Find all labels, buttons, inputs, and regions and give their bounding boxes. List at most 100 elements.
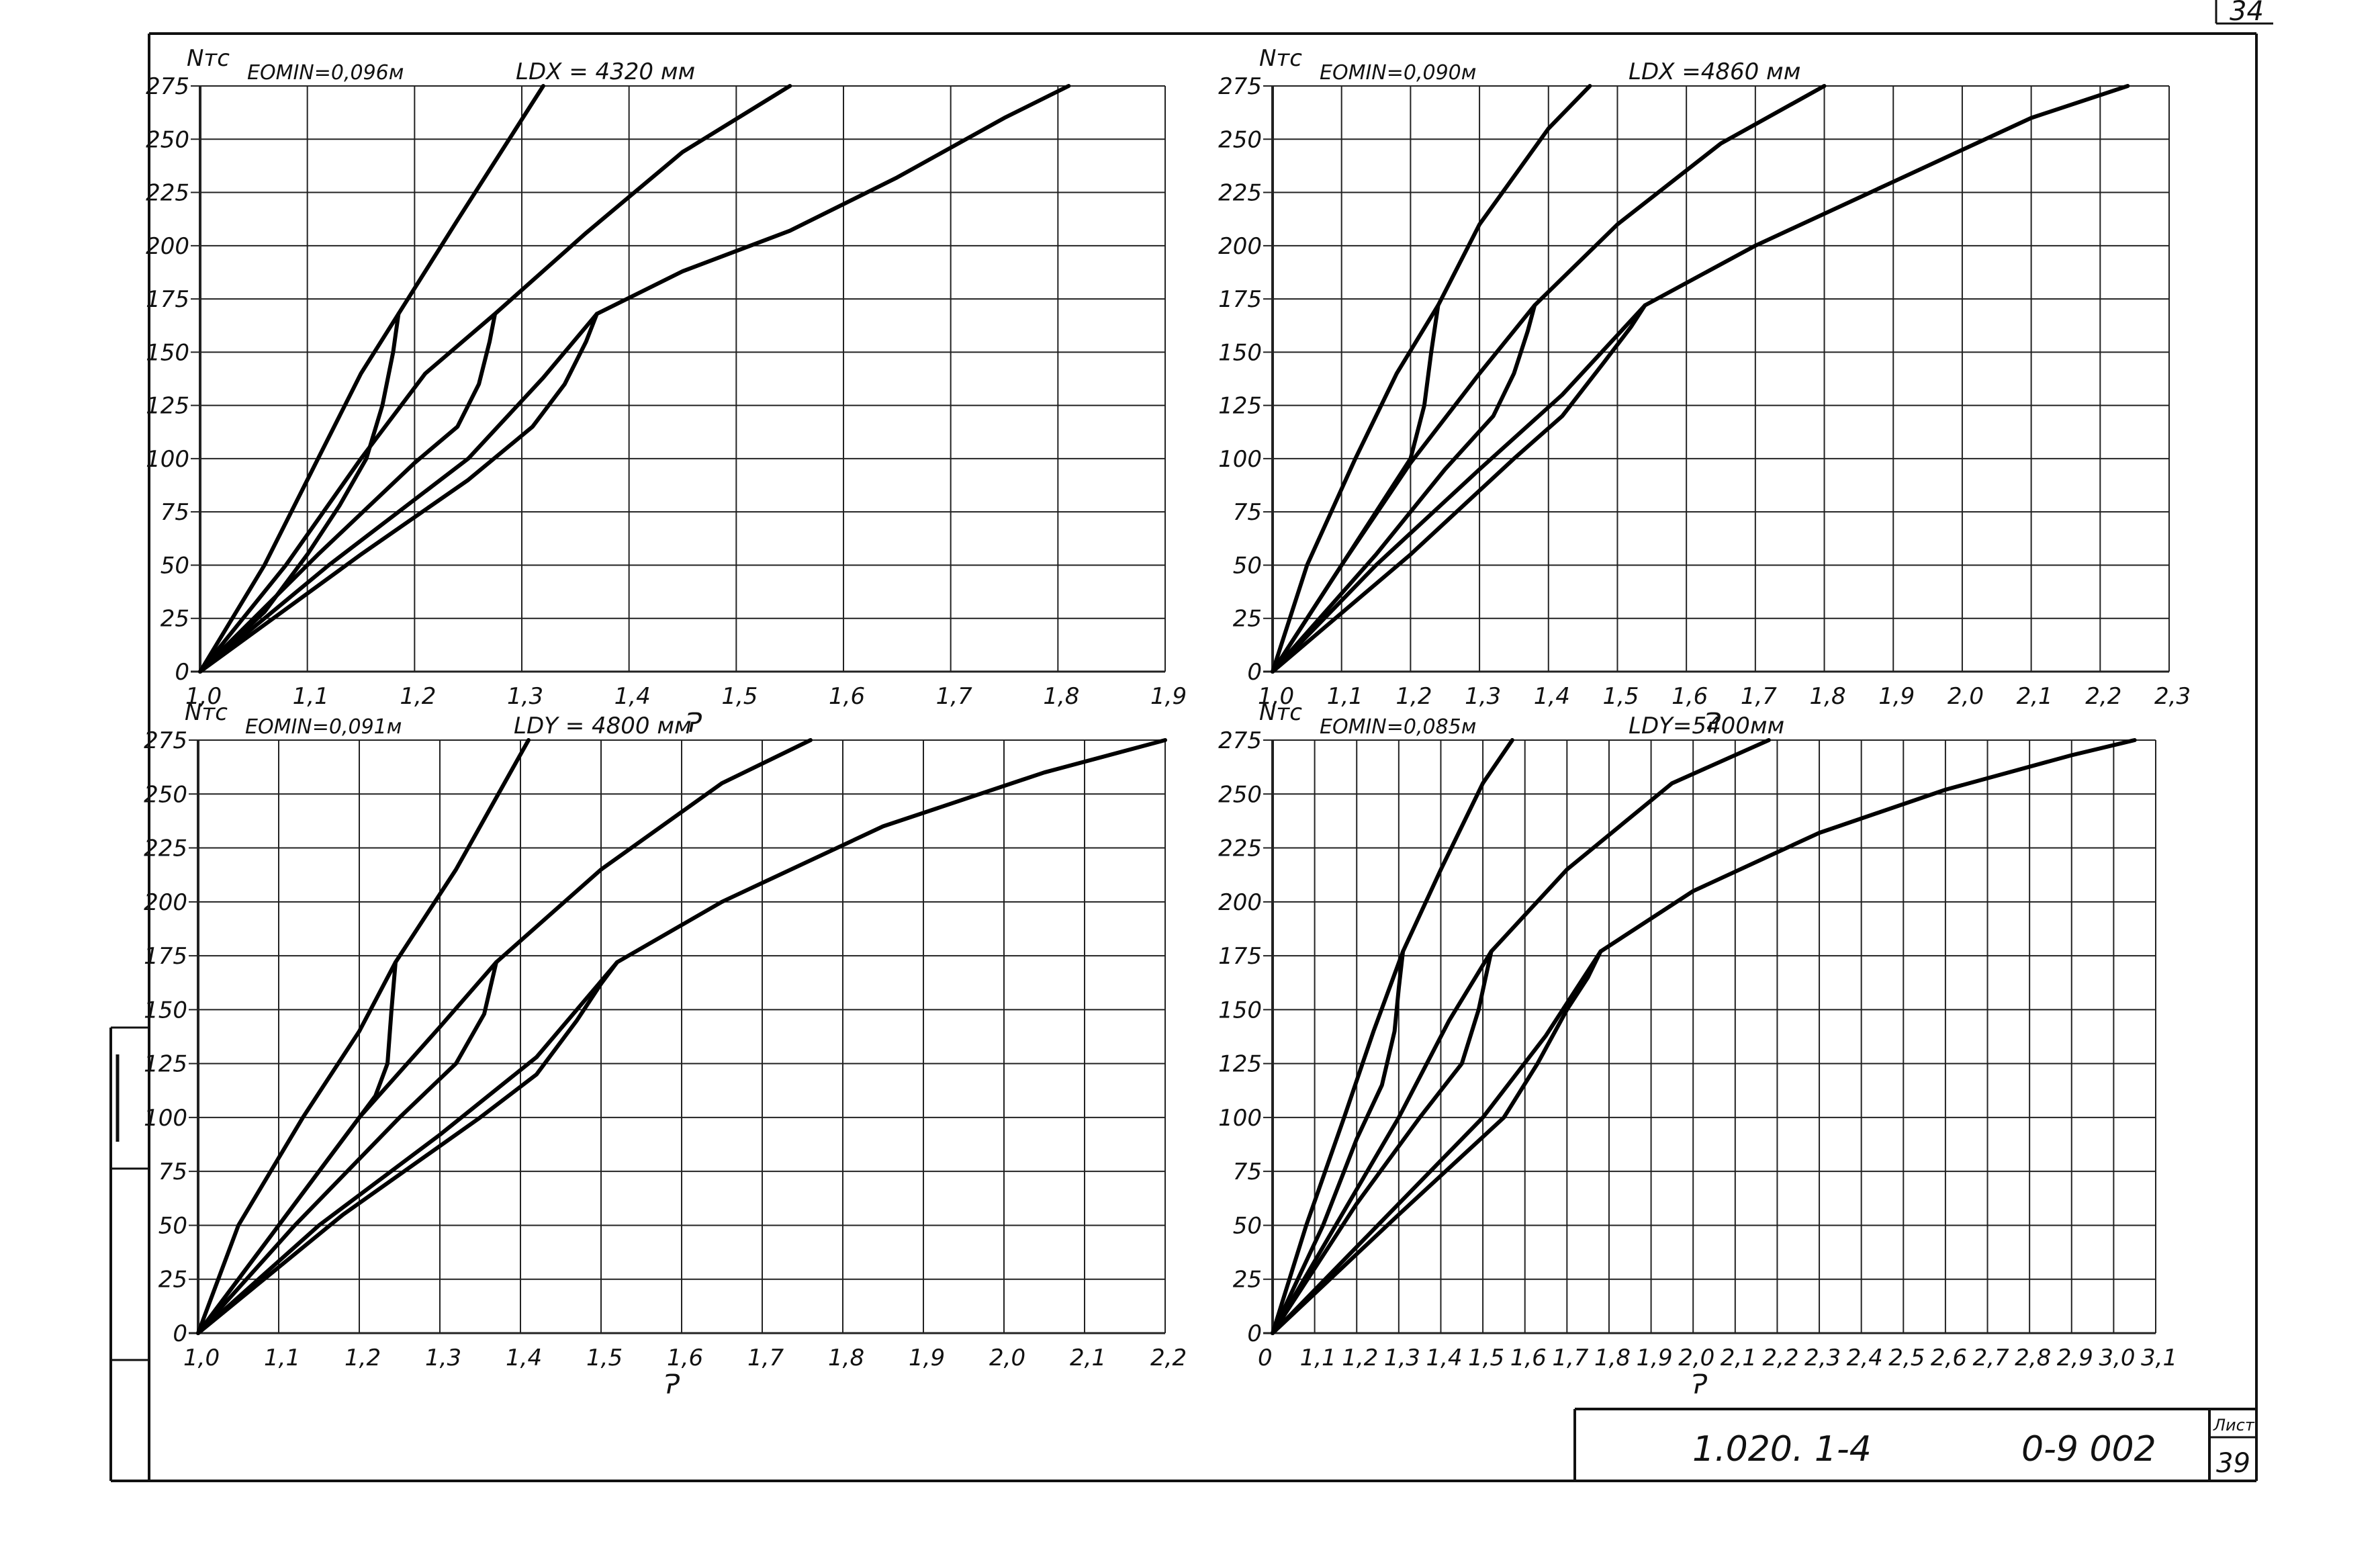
x-tick-label: 3,0: [2099, 1345, 2135, 1371]
y-tick-label: 50: [1233, 1212, 1262, 1239]
y-tick-label: 200: [144, 889, 187, 916]
x-axis-label: Ɂ: [1689, 1369, 1708, 1400]
y-tick-label: 75: [1233, 1159, 1262, 1185]
x-tick-label: 2,0: [1678, 1345, 1714, 1371]
x-tick-label: 1,4: [1426, 1345, 1462, 1371]
x-tick-label: 1,7: [936, 683, 972, 710]
y-axis-label: Nтс: [1259, 699, 1302, 726]
length-note: LDX = 4320 мм: [516, 58, 695, 85]
series-line-6: [198, 312, 599, 674]
x-tick-label: 2,2: [1150, 1345, 1187, 1371]
chart-panel-bottom-left: 1,0 1,1 1,2 1,3 1,4 1,5 1,6 1,7 1,8 1,9 2,0 2,1 2,2 0…: [144, 699, 1187, 1400]
y-tick-label: 150: [146, 339, 189, 366]
x-tick-label: 1,2: [345, 1345, 381, 1371]
y-tick-label: 275: [144, 727, 187, 754]
length-note: LDY = 4800 мм: [514, 713, 692, 739]
x-tick-label: 2,3: [1804, 1345, 1841, 1371]
series-line-1: [198, 84, 545, 674]
x-tick-label: 1,0: [183, 1345, 220, 1371]
x-tick-label: 1,1: [293, 683, 329, 710]
x-tick-label: 2,1: [1070, 1345, 1106, 1371]
y-tick-label: 0: [175, 659, 189, 686]
series-line-3: [198, 84, 1071, 674]
series-line-4: [196, 960, 398, 1335]
length-note: LDX =4860 мм: [1629, 58, 1800, 85]
sheet-number: 39: [2216, 1448, 2250, 1479]
y-tick-label: 275: [146, 73, 189, 100]
series-line-5: [1271, 949, 1494, 1335]
title-block: [1573, 1408, 2256, 1481]
x-tick-label: 2,6: [1931, 1345, 1967, 1371]
x-tick-label: 1,5: [1468, 1345, 1504, 1371]
series-line-6: [1271, 949, 1603, 1335]
binding-margin-strip: [109, 1026, 149, 1481]
series-line-6: [1271, 303, 1647, 674]
x-tick-label: 1,3: [425, 1345, 461, 1371]
x-tick-label: 1,4: [1534, 683, 1570, 710]
x-tick-label: 1,3: [1384, 1345, 1420, 1371]
sheet-label: Лист: [2213, 1416, 2255, 1435]
x-axis-label: Ɂ: [661, 1369, 680, 1400]
x-tick-label: 1,2: [1395, 683, 1432, 710]
x-tick-label: 2,2: [1762, 1345, 1798, 1371]
x-tick-label: 2,0: [1948, 683, 1984, 710]
x-tick-label: 1,7: [747, 1345, 784, 1371]
series-line-6: [196, 960, 619, 1335]
x-tick-label: 1,2: [1342, 1345, 1378, 1371]
y-tick-label: 0: [173, 1320, 187, 1347]
series-line-3: [1271, 738, 2137, 1335]
y-tick-label: 0: [1247, 659, 1262, 686]
x-tick-label: 1,5: [1602, 683, 1639, 710]
x-tick-label: 1,7: [1741, 683, 1777, 710]
x-tick-label: 1,8: [1043, 683, 1079, 710]
y-tick-label: 200: [1218, 889, 1262, 916]
y-tick-label: 25: [161, 606, 189, 633]
series-line-1: [1271, 84, 1592, 674]
y-tick-label: 150: [1218, 339, 1262, 366]
y-tick-label: 275: [1218, 727, 1262, 754]
x-tick-label: 2,2: [2085, 683, 2121, 710]
y-tick-label: 175: [1218, 286, 1262, 313]
series-line-2: [198, 84, 792, 674]
y-tick-label: 250: [144, 781, 187, 808]
x-tick-label: 1,1: [264, 1345, 300, 1371]
y-tick-label: 200: [1218, 233, 1262, 260]
y-tick-label: 225: [1218, 180, 1262, 207]
series-line-5: [196, 960, 498, 1335]
y-tick-label: 25: [1233, 606, 1262, 633]
eccentricity-note: EOMIN=0,085м: [1320, 715, 1476, 739]
x-tick-label: 1,9: [1637, 1345, 1673, 1371]
chart-panel-top-left: 1,0 1,1 1,2 1,3 1,4 1,5 1,6 1,7 1,8 1,9 0 25 50 75 100…: [146, 45, 1187, 739]
x-tick-label: 1,6: [1510, 1345, 1547, 1371]
y-tick-label: 175: [1218, 943, 1262, 970]
y-tick-label: 100: [1218, 446, 1262, 473]
y-tick-label: 75: [158, 1159, 187, 1185]
document-code: 1.020. 1-4: [1692, 1429, 1872, 1469]
x-tick-label: 1,1: [1300, 1345, 1336, 1371]
x-tick-label: 1,1: [1327, 683, 1363, 710]
eccentricity-note: EOMIN=0,090м: [1320, 61, 1476, 85]
x-tick-label: 2,0: [989, 1345, 1025, 1371]
y-tick-label: 225: [146, 180, 189, 207]
x-tick-label: 1,5: [586, 1345, 623, 1371]
x-tick-label: 0: [1258, 1345, 1273, 1371]
x-tick-label: 1,2: [400, 683, 436, 710]
x-tick-label: 1,5: [721, 683, 758, 710]
series-line-4: [1271, 949, 1406, 1335]
series-line-5: [198, 312, 498, 674]
y-axis-label: Nтс: [187, 45, 230, 72]
x-tick-label: 1,8: [828, 1345, 864, 1371]
x-tick-label: 1,6: [829, 683, 865, 710]
y-tick-label: 150: [144, 997, 187, 1024]
x-tick-label: 1,6: [667, 1345, 703, 1371]
series-line-2: [1271, 738, 1771, 1335]
y-tick-label: 100: [144, 1105, 187, 1132]
x-tick-label: 1,6: [1672, 683, 1708, 710]
chart-panel-top-right: 1,0 1,1 1,2 1,3 1,4 1,5 1,6 1,7 1,8 1,9 2,0 2,1 2,2 2…: [1218, 45, 2191, 739]
y-tick-label: 25: [158, 1267, 187, 1294]
y-tick-label: 225: [144, 835, 187, 862]
y-tick-label: 250: [1218, 781, 1262, 808]
corner-sheet-mark: 34: [2230, 0, 2264, 27]
length-note: LDY=5400мм: [1629, 713, 1784, 739]
y-tick-label: 250: [1218, 126, 1262, 153]
